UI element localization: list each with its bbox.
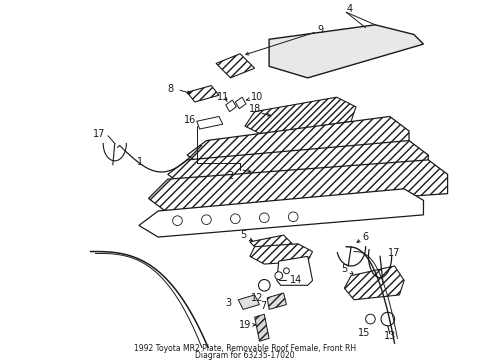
Circle shape bbox=[260, 213, 269, 222]
Polygon shape bbox=[139, 189, 423, 237]
Polygon shape bbox=[226, 100, 236, 112]
Circle shape bbox=[284, 268, 290, 274]
Polygon shape bbox=[245, 97, 356, 136]
Polygon shape bbox=[238, 295, 260, 309]
Polygon shape bbox=[197, 117, 223, 129]
Polygon shape bbox=[277, 256, 313, 285]
Circle shape bbox=[230, 214, 240, 224]
Polygon shape bbox=[250, 244, 313, 264]
Text: 19: 19 bbox=[239, 320, 251, 330]
Polygon shape bbox=[269, 25, 423, 78]
Text: 7: 7 bbox=[260, 301, 267, 311]
Circle shape bbox=[201, 215, 211, 225]
Circle shape bbox=[366, 314, 375, 324]
Text: 10: 10 bbox=[251, 92, 264, 102]
Circle shape bbox=[289, 212, 298, 222]
Polygon shape bbox=[148, 160, 447, 213]
Text: 4: 4 bbox=[346, 4, 352, 14]
Text: 17: 17 bbox=[93, 129, 105, 139]
Text: 11: 11 bbox=[217, 92, 229, 102]
Text: 8: 8 bbox=[168, 85, 174, 94]
Polygon shape bbox=[255, 314, 269, 341]
Polygon shape bbox=[267, 293, 287, 309]
Circle shape bbox=[172, 216, 182, 225]
Polygon shape bbox=[216, 54, 255, 78]
Circle shape bbox=[275, 272, 283, 279]
Circle shape bbox=[259, 279, 270, 291]
Text: 13: 13 bbox=[384, 332, 396, 341]
Text: 18: 18 bbox=[248, 104, 261, 114]
Text: 1992 Toyota MR2 Plate, Removable Roof Female, Front RH: 1992 Toyota MR2 Plate, Removable Roof Fe… bbox=[134, 344, 356, 353]
Text: 1: 1 bbox=[137, 157, 143, 167]
Text: 14: 14 bbox=[290, 275, 302, 285]
Text: 12: 12 bbox=[251, 293, 264, 303]
Polygon shape bbox=[344, 266, 404, 300]
Text: 5: 5 bbox=[341, 264, 347, 274]
Text: 6: 6 bbox=[363, 232, 368, 242]
Text: Diagram for 63235-17020: Diagram for 63235-17020 bbox=[195, 351, 295, 360]
Text: 15: 15 bbox=[358, 328, 370, 338]
Text: 3: 3 bbox=[225, 298, 232, 308]
Text: 2: 2 bbox=[227, 171, 234, 181]
Polygon shape bbox=[187, 86, 219, 102]
Polygon shape bbox=[235, 97, 246, 109]
Polygon shape bbox=[168, 140, 428, 189]
Text: 9: 9 bbox=[317, 24, 323, 35]
Text: 5: 5 bbox=[240, 230, 246, 240]
Polygon shape bbox=[250, 235, 293, 252]
Text: 16: 16 bbox=[184, 115, 196, 125]
Polygon shape bbox=[187, 117, 409, 170]
Text: 17: 17 bbox=[389, 248, 401, 258]
